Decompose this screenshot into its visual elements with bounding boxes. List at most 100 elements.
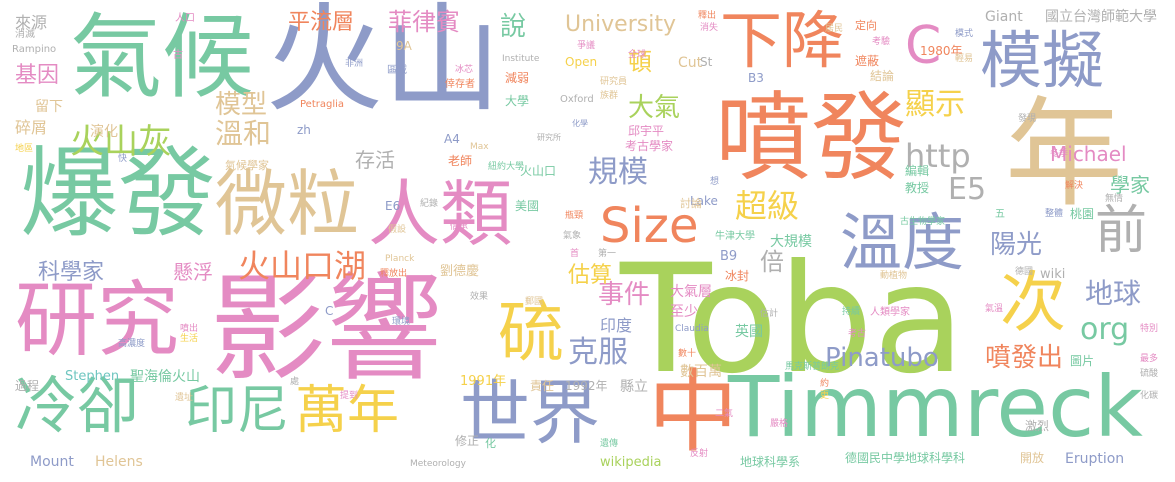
- word: 桃園: [1070, 207, 1095, 221]
- word: 陽光: [990, 230, 1043, 260]
- word: 釋放出: [380, 269, 408, 279]
- word: wikipedia: [600, 455, 662, 470]
- word: 冷卻: [15, 369, 140, 442]
- word: 氣候學家: [225, 159, 269, 172]
- word: 顯示: [905, 87, 965, 122]
- word: Institute: [502, 54, 540, 64]
- word: 釋出: [698, 11, 717, 21]
- word: 定向: [855, 19, 877, 32]
- word: 結論: [870, 69, 895, 83]
- word: A4: [444, 132, 460, 146]
- word: 溫和: [215, 117, 272, 150]
- word: 快: [118, 154, 128, 164]
- word: Open: [565, 55, 598, 69]
- word: 學家: [1110, 173, 1150, 197]
- word: 印度: [600, 316, 633, 335]
- word: 說: [500, 12, 527, 42]
- word: 劉德慶: [440, 264, 480, 279]
- word: 演化: [90, 124, 118, 140]
- word: 生活: [180, 334, 199, 344]
- word: 考古: [848, 329, 867, 339]
- word: 來源: [15, 13, 48, 32]
- word: Helens: [95, 454, 143, 470]
- word: 人類學家: [870, 307, 910, 318]
- word: Planck: [385, 254, 415, 264]
- word: 聖海倫火山: [130, 369, 200, 385]
- word: 倍: [760, 248, 784, 276]
- word: 估計: [760, 309, 779, 319]
- word: 估算: [568, 263, 613, 288]
- word: 研究員: [600, 77, 628, 87]
- word: 大氣層: [670, 284, 712, 300]
- word: 想: [710, 177, 720, 187]
- word: St: [700, 55, 713, 69]
- word: 人類: [368, 172, 513, 256]
- word: 全球: [628, 50, 647, 60]
- word: 地區: [15, 144, 34, 154]
- word: 居民: [825, 24, 844, 34]
- word: Max: [470, 142, 489, 152]
- word: 美國: [515, 199, 540, 213]
- word: C: [905, 16, 942, 76]
- word: 1991年: [460, 374, 507, 389]
- word: University: [565, 12, 676, 37]
- word: Eruption: [1065, 451, 1125, 467]
- word: 牛津大學: [715, 231, 755, 242]
- word: 冬季: [1050, 149, 1069, 159]
- word: 冰芯: [455, 65, 474, 75]
- word: 情承: [450, 222, 469, 232]
- word: Oxford: [560, 94, 594, 105]
- word: 紐約大學: [488, 162, 525, 172]
- word: Size: [600, 198, 699, 254]
- word: 解決: [1065, 181, 1084, 191]
- word: Michael: [1050, 142, 1127, 166]
- word: 氣候: [70, 4, 255, 111]
- word: 模式: [955, 29, 974, 39]
- word: 數十: [678, 349, 697, 359]
- word: 數百萬: [680, 364, 722, 380]
- word: 最多: [1140, 354, 1159, 364]
- word: 第一: [598, 249, 617, 259]
- word: 紀錄: [420, 199, 439, 209]
- word: 模擬: [980, 24, 1105, 97]
- word: 菲律賓: [388, 8, 460, 36]
- word: 提到: [340, 391, 359, 401]
- word: 人口: [175, 13, 195, 24]
- word: 火山口湖: [238, 247, 367, 285]
- word: 事件: [598, 280, 651, 310]
- word: 地球: [1085, 277, 1142, 310]
- word: 消滅: [15, 29, 35, 40]
- word: 高濃度: [118, 339, 146, 349]
- word: 遺傳: [600, 439, 619, 449]
- word: 英國: [735, 324, 763, 340]
- word: 德國民中學地球科學科: [845, 451, 966, 465]
- word: 1992年: [565, 379, 608, 393]
- word: 模型: [215, 90, 268, 120]
- word: 火山口: [520, 164, 557, 178]
- word: 科學家: [38, 260, 105, 285]
- word: 印尼: [185, 381, 290, 441]
- word: 瓶頸: [565, 211, 584, 221]
- word: 二氣: [715, 409, 734, 419]
- word: Stephen: [65, 369, 120, 384]
- word: 效果: [470, 292, 489, 302]
- word: 溫度: [840, 206, 965, 279]
- word: 研究: [15, 273, 180, 368]
- word: 五: [995, 209, 1005, 220]
- word: 氣溫: [985, 304, 1004, 314]
- word: Toba: [620, 233, 966, 407]
- word: 區域: [387, 65, 407, 76]
- word: 發現: [1018, 114, 1037, 124]
- word: 硫: [498, 294, 564, 371]
- word: 反射: [690, 449, 709, 459]
- word: 郵國: [525, 297, 544, 307]
- word: 教授: [905, 181, 930, 195]
- word: 大氣: [628, 93, 681, 123]
- word: 1980年: [920, 44, 963, 58]
- word: 更: [820, 391, 830, 401]
- word: 消失: [700, 23, 719, 33]
- word: 圖片: [1070, 354, 1095, 368]
- word: 克服: [568, 335, 628, 370]
- word: 次: [1000, 264, 1066, 341]
- word: 首: [570, 249, 580, 259]
